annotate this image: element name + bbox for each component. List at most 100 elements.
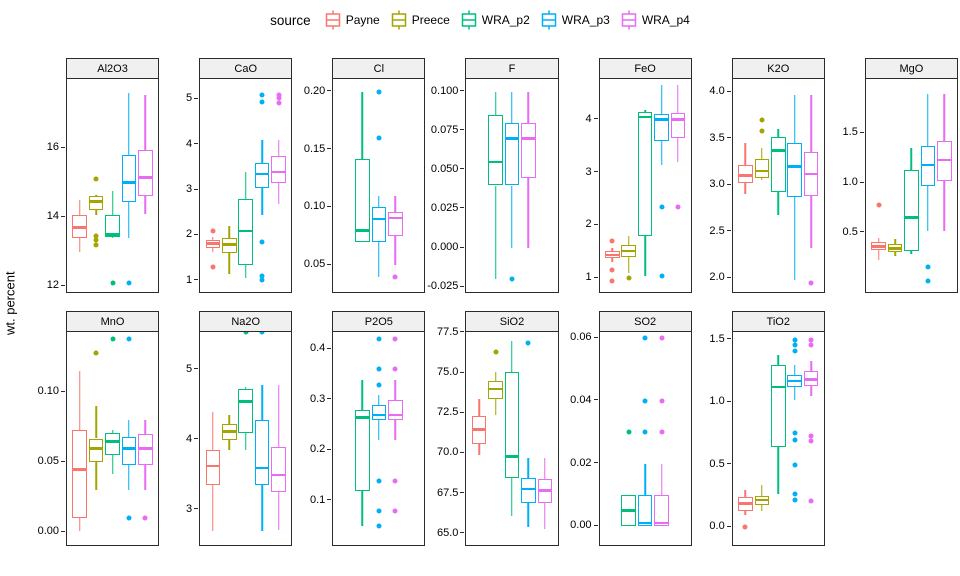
boxplot-box-WRA_p3	[787, 143, 802, 198]
outlier-dot	[259, 273, 265, 279]
boxplot-whisker-upper	[744, 143, 747, 165]
y-tick-label: 0.20	[303, 84, 326, 97]
facet-panel	[465, 78, 559, 293]
boxplot-whisker-lower	[79, 518, 81, 531]
y-tick-mark	[460, 285, 465, 287]
boxplot-whisker-lower	[927, 185, 929, 231]
boxplot-whisker-lower	[494, 398, 497, 415]
boxplot-box-Preece	[88, 196, 104, 211]
boxplot-whisker-lower	[627, 257, 630, 273]
y-tick-mark	[194, 188, 199, 190]
boxplot-whisker-upper	[943, 93, 945, 142]
y-tick-mark	[460, 532, 465, 534]
boxplot-key-icon	[541, 10, 557, 30]
boxplot-median	[205, 464, 221, 468]
legend-key-Payne: Payne	[325, 10, 380, 30]
boxplot-whisker-lower	[761, 177, 763, 181]
facet-panel	[598, 331, 692, 546]
y-tick-label: 1.5	[842, 126, 858, 139]
outlier-dot	[126, 515, 132, 521]
boxplot-median	[654, 118, 669, 121]
facet-panel	[199, 78, 293, 293]
boxplot-median	[521, 137, 536, 140]
boxplot-whisker-lower	[128, 465, 130, 491]
outlier-dot	[659, 429, 665, 435]
boxplot-whisker-upper	[361, 91, 364, 159]
boxplot-whisker-lower	[261, 485, 263, 531]
y-tick-label: -0.025	[427, 280, 459, 293]
outlier-dot	[642, 429, 648, 435]
boxplot-median	[355, 416, 370, 419]
boxplot-whisker-upper	[677, 85, 679, 114]
y-tick-mark	[61, 284, 65, 286]
boxplot-median	[537, 489, 553, 492]
outlier-dot	[93, 242, 99, 248]
facet-row-1: Al2O3 12 14 16 CaO 1 2 3 4 5 Cl 0.05 0.10 0.15 0.20 F -0…	[26, 58, 958, 293]
legend-keys: Payne Preece WRA_p2 WRA_p3 WRA_p4	[325, 10, 690, 30]
outlier-dot	[126, 336, 132, 342]
outlier-dot	[276, 92, 282, 98]
boxplot-median	[471, 428, 487, 431]
boxplot-median	[488, 160, 503, 164]
boxplot-whisker-upper	[277, 385, 280, 447]
outlier-dot	[609, 278, 615, 284]
outlier-dot	[742, 524, 748, 530]
boxplot-whisker-upper	[660, 463, 663, 495]
outlier-dot	[93, 350, 99, 356]
boxplot-box-WRA_p3	[371, 207, 387, 243]
boxplot-whisker-upper	[228, 226, 231, 238]
y-tick-label: 3.5	[709, 131, 725, 144]
outlier-dot	[142, 515, 148, 521]
y-tick-label: 75.0	[437, 366, 459, 379]
facet-panel	[864, 78, 958, 293]
y-tick-label: 2	[585, 218, 592, 231]
boxplot-median	[920, 163, 936, 167]
boxplot-median	[72, 468, 88, 471]
y-tick-mark	[194, 279, 199, 281]
y-tick-label: 0.04	[570, 393, 592, 406]
y-tick-mark	[61, 215, 65, 217]
boxplot-median	[88, 200, 104, 203]
boxplot-box-Preece	[88, 438, 104, 463]
boxplot-box-WRA_p2	[770, 364, 786, 448]
boxplot-median	[803, 172, 819, 176]
boxplot-whisker-lower	[478, 443, 480, 456]
y-tick-label: 1.5	[709, 332, 725, 345]
boxplot-median	[238, 400, 253, 403]
boxplot-whisker-upper	[478, 398, 480, 417]
facet-SO2: SO2 0.00 0.02 0.04 0.06	[559, 311, 692, 546]
boxplot-box-WRA_p2	[504, 371, 520, 478]
boxplot-median	[254, 466, 270, 470]
facet-grid: Al2O3 12 14 16 CaO 1 2 3 4 5 Cl 0.05 0.10 0.15 0.20 F -0…	[26, 58, 958, 546]
boxplot-whisker-lower	[79, 237, 81, 252]
outlier-dot	[792, 348, 798, 354]
outlier-dot	[259, 332, 265, 335]
outlier-dot	[792, 437, 798, 443]
y-tick-mark	[61, 390, 65, 392]
y-tick-label: 0.3	[309, 392, 326, 405]
boxplot-median	[521, 487, 536, 491]
facet-strip: MgO	[864, 58, 958, 79]
boxplot-whisker-lower	[877, 250, 880, 261]
boxplot-whisker-upper	[111, 430, 114, 433]
y-axis-gutter: 0.0 0.5 1.0 1.5	[692, 331, 732, 544]
outlier-dot	[808, 280, 814, 286]
boxplot-box-Payne	[72, 430, 88, 519]
boxplot-median	[871, 245, 886, 248]
boxplot-median	[754, 498, 770, 502]
outlier-dot	[792, 337, 798, 343]
y-tick-label: 3	[186, 183, 193, 196]
outlier-dot	[376, 336, 382, 342]
outlier-dot	[808, 342, 814, 348]
y-axis-gutter: -0.025 0.000 0.025 0.050 0.075 0.100	[425, 78, 465, 293]
y-tick-mark	[327, 263, 332, 265]
outlier-dot	[808, 438, 814, 444]
facet-MnO: MnO 0.00 0.05 0.10	[26, 311, 160, 546]
boxplot-whisker-upper	[212, 411, 214, 451]
y-tick-mark	[460, 492, 465, 494]
boxplot-whisker-lower	[943, 181, 945, 231]
legend-key-WRA_p4: WRA_p4	[621, 10, 690, 30]
boxplot-median	[936, 158, 952, 162]
boxplot-whisker-upper	[611, 247, 614, 251]
facet-body: 0.0 0.5 1.0 1.5	[692, 331, 825, 546]
